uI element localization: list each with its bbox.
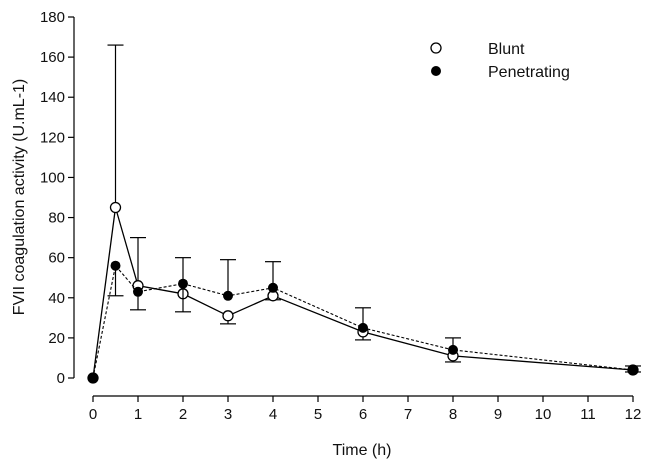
data-point-penetrating bbox=[223, 290, 233, 301]
x-tick-label: 12 bbox=[625, 406, 642, 423]
y-tick-label: 20 bbox=[48, 330, 65, 347]
y-tick-label: 100 bbox=[40, 169, 65, 186]
data-point-blunt bbox=[109, 201, 122, 214]
data-point-penetrating bbox=[178, 278, 188, 289]
series-penetrating bbox=[88, 257, 641, 383]
x-tick-label: 5 bbox=[314, 406, 322, 423]
legend-label-penetrating: Penetrating bbox=[488, 64, 570, 81]
x-tick-label: 3 bbox=[224, 406, 232, 423]
x-tick-label: 1 bbox=[134, 406, 142, 423]
x-axis-title: Time (h) bbox=[333, 442, 392, 459]
data-point-penetrating bbox=[628, 365, 638, 375]
y-tick-label: 180 bbox=[40, 9, 65, 26]
y-tick-label: 140 bbox=[40, 89, 65, 106]
y-tick-label: 80 bbox=[48, 210, 65, 227]
data-point-blunt bbox=[222, 310, 234, 322]
series-line-blunt bbox=[92, 207, 634, 379]
x-tick-label: 4 bbox=[269, 406, 277, 423]
x-tick-label: 10 bbox=[535, 406, 552, 423]
x-tick-label: 7 bbox=[404, 406, 412, 423]
data-point-penetrating bbox=[358, 322, 368, 333]
x-tick-label: 2 bbox=[179, 406, 187, 423]
y-axis-title: FVII coagulation activity (U.mL-1) bbox=[11, 79, 28, 316]
y-tick-label: 0 bbox=[57, 370, 65, 387]
legend-marker-penetrating bbox=[431, 66, 441, 76]
data-point-penetrating bbox=[88, 373, 98, 383]
legend: Blunt Penetrating bbox=[430, 41, 570, 81]
x-axis: 0 1 2 3 4 5 6 7 8 9 10 11 12 bbox=[89, 395, 642, 423]
legend-marker-blunt bbox=[430, 42, 442, 54]
data-point-penetrating bbox=[448, 344, 458, 355]
y-tick-label: 40 bbox=[48, 290, 65, 307]
y-tick-label: 60 bbox=[48, 250, 65, 267]
x-tick-label: 6 bbox=[359, 406, 367, 423]
data-point-penetrating bbox=[133, 286, 143, 297]
y-axis: 0 20 40 60 80 100 120 140 160 180 bbox=[40, 9, 75, 387]
x-tick-label: 11 bbox=[580, 406, 596, 423]
x-tick-label: 0 bbox=[89, 406, 97, 423]
y-tick-label: 120 bbox=[40, 129, 65, 146]
series-layer bbox=[87, 44, 641, 384]
x-tick-label: 9 bbox=[494, 406, 502, 423]
x-tick-label: 8 bbox=[449, 406, 457, 423]
data-point-penetrating bbox=[110, 260, 121, 271]
data-point-penetrating bbox=[268, 282, 278, 293]
y-tick-label: 160 bbox=[40, 49, 65, 66]
legend-label-blunt: Blunt bbox=[488, 41, 525, 58]
